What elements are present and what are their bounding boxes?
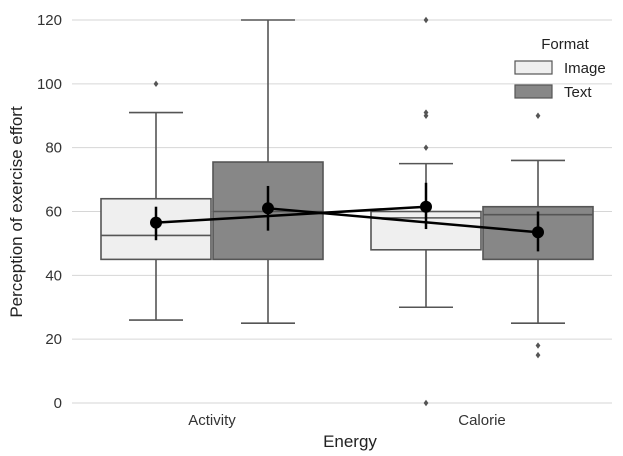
legend-label-text: Text — [564, 84, 592, 101]
legend-swatch-image — [514, 60, 553, 75]
legend-label-image: Image — [564, 60, 606, 77]
y-tick-label: 100 — [37, 76, 62, 93]
x-tick-label: Calorie — [458, 412, 506, 429]
y-tick-label: 40 — [45, 267, 62, 284]
outlier-point — [423, 144, 429, 151]
mean-point — [532, 226, 544, 239]
legend-swatch-text — [514, 84, 553, 99]
legend-title: Format — [541, 36, 589, 53]
outlier-point — [535, 112, 541, 119]
y-axis-label: Perception of exercise effort — [7, 106, 26, 318]
y-tick-label: 0 — [54, 395, 62, 412]
y-tick-label: 80 — [45, 140, 62, 157]
x-tick-labels: Activity Calorie — [188, 412, 506, 429]
mean-point — [150, 216, 162, 229]
y-tick-label: 20 — [45, 331, 62, 348]
x-tick-label: Activity — [188, 412, 236, 429]
outlier-point — [423, 109, 429, 116]
mean-line-text — [267, 207, 539, 234]
outlier-point — [535, 342, 541, 349]
mean-point — [262, 202, 274, 215]
mean-markers — [150, 182, 544, 252]
legend: Format Image Text — [514, 36, 606, 101]
x-axis-label: Energy — [323, 432, 377, 451]
outlier-point — [535, 351, 541, 359]
outlier-point — [423, 16, 429, 24]
outlier-point — [423, 399, 429, 407]
mean-line-image — [155, 205, 427, 224]
y-tick-label: 60 — [45, 204, 62, 221]
outlier-point — [153, 80, 159, 88]
y-tick-labels: 0 20 40 60 80 100 120 — [37, 12, 62, 412]
mean-point — [420, 200, 432, 213]
y-tick-label: 120 — [37, 12, 62, 29]
